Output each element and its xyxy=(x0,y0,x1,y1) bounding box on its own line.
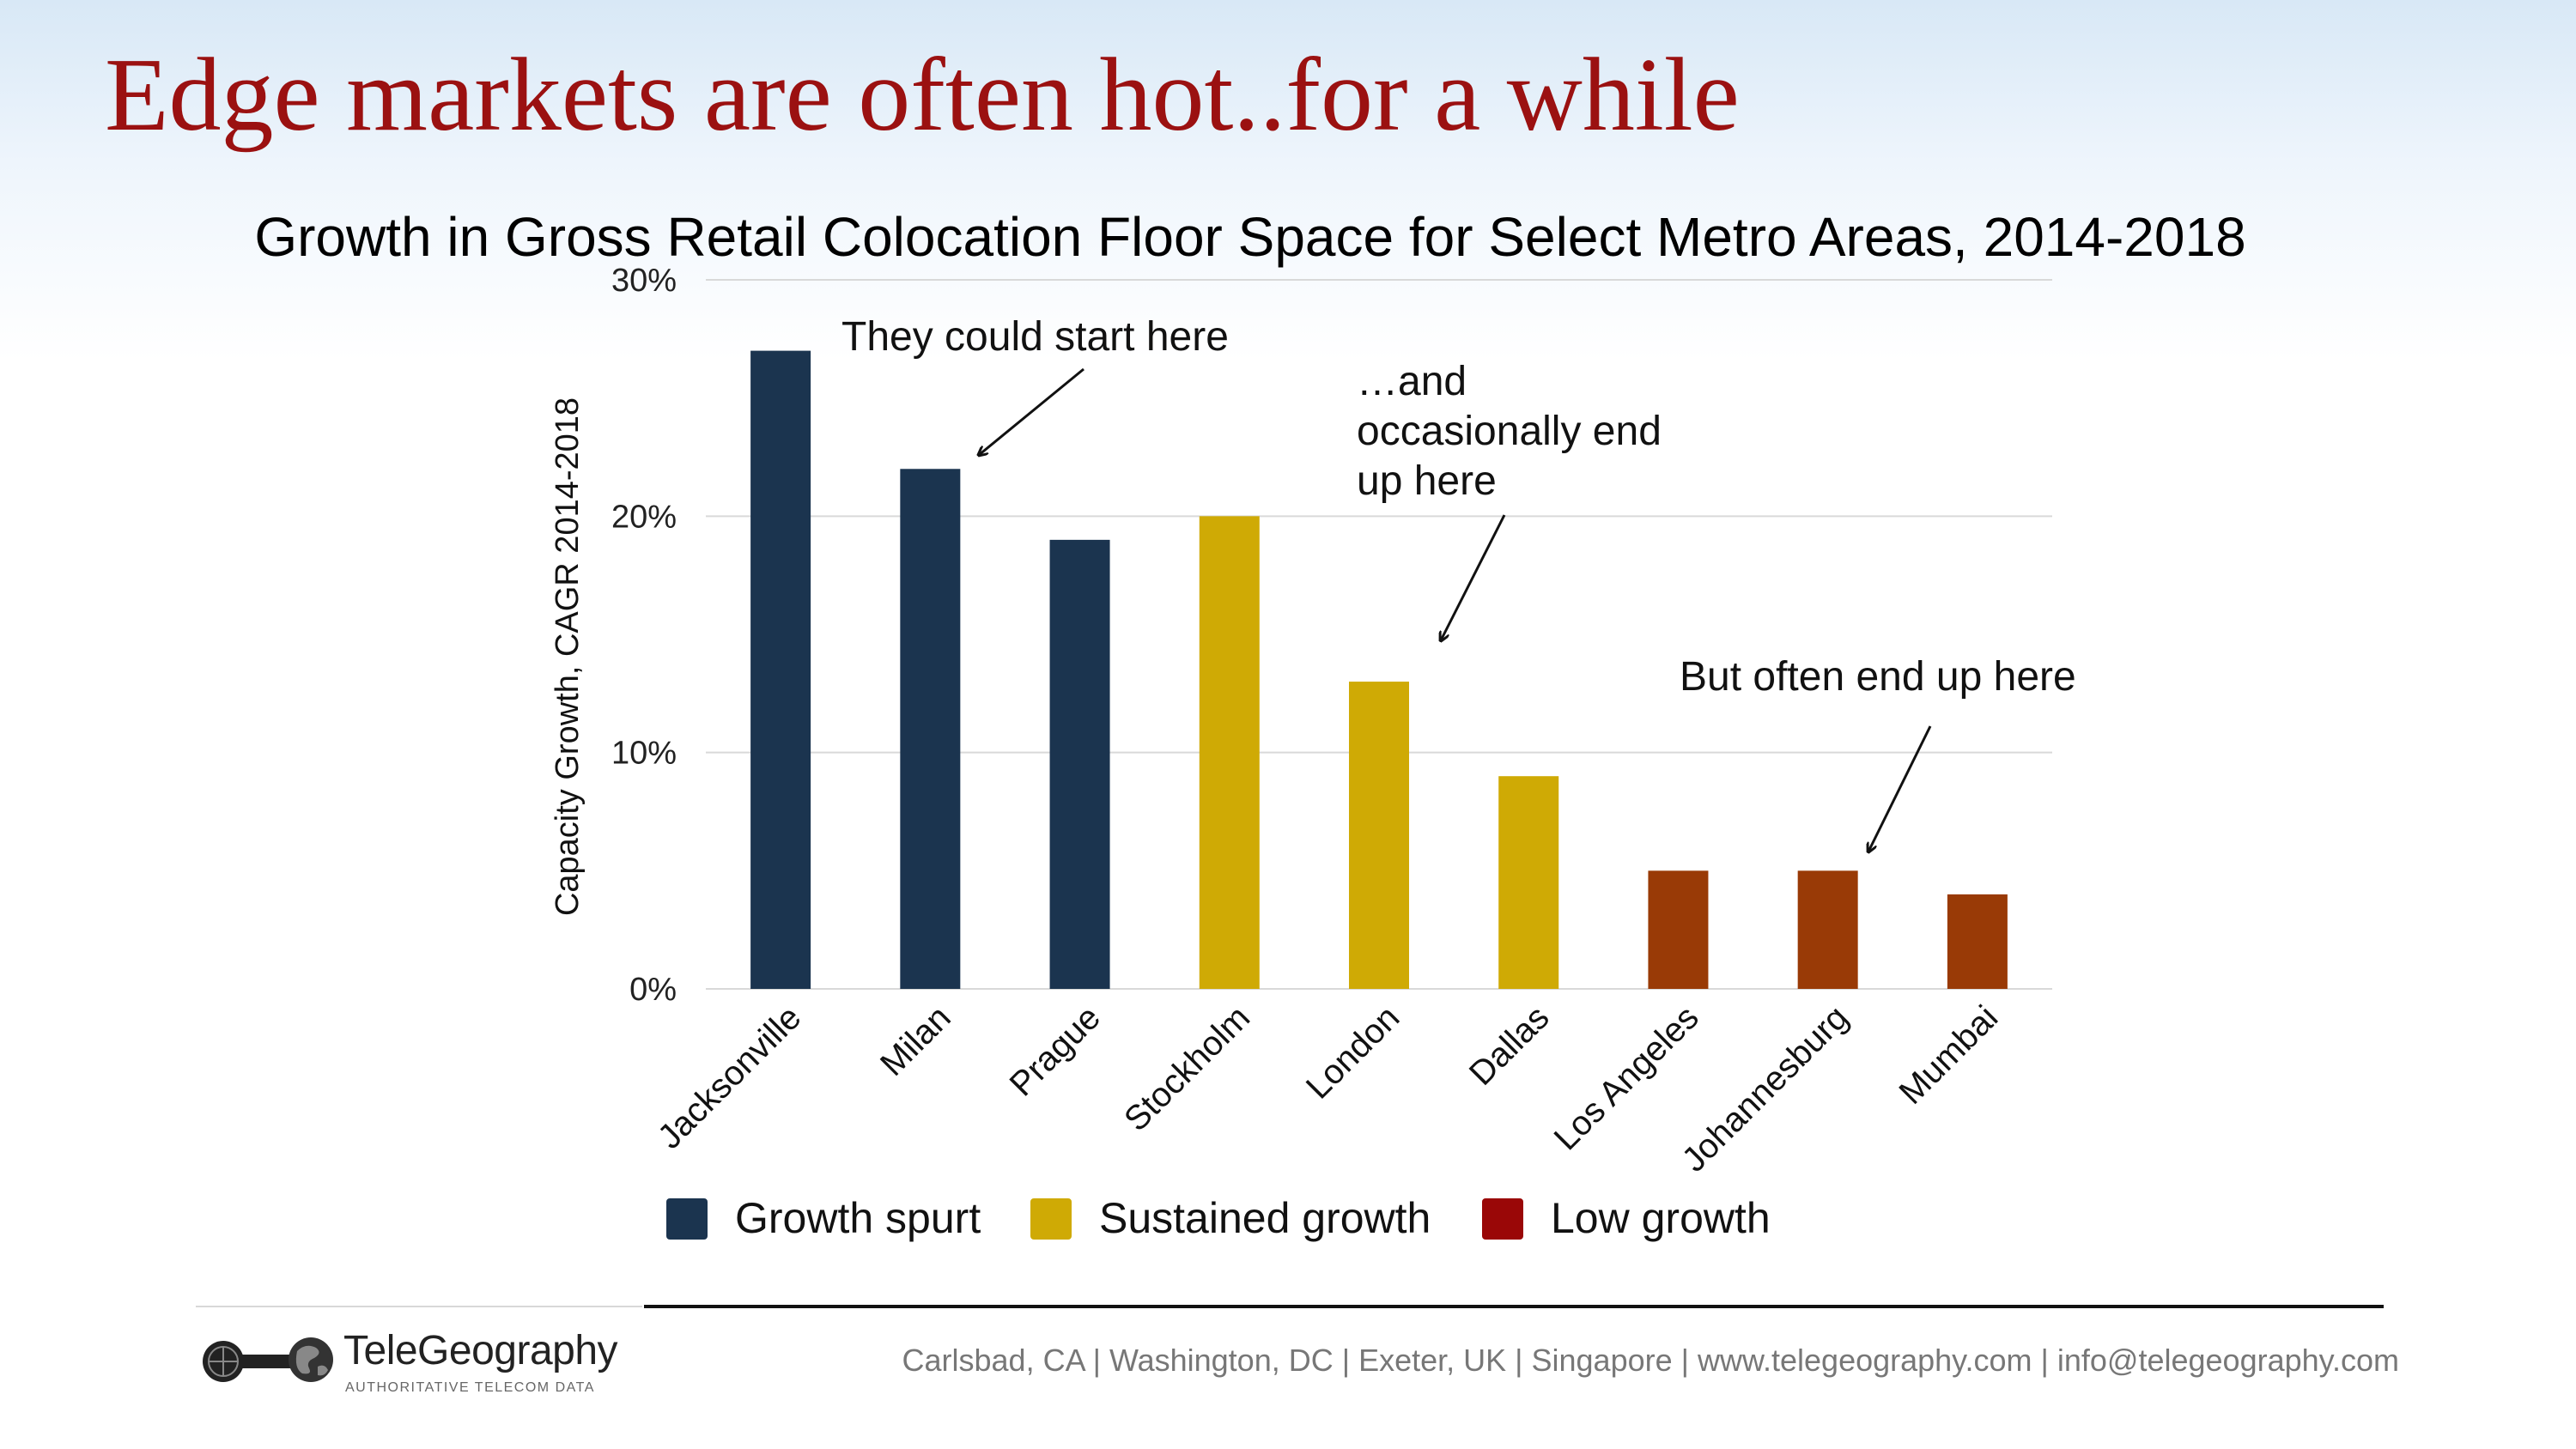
bar-los-angeles xyxy=(1648,870,1709,989)
footer-divider-left xyxy=(196,1306,642,1307)
legend-swatch xyxy=(1482,1198,1523,1240)
bar-prague xyxy=(1049,539,1110,989)
annotation-text: …and xyxy=(1357,359,1467,404)
bar-johannesburg xyxy=(1797,870,1858,989)
footer-divider xyxy=(644,1305,2384,1308)
bar-mumbai xyxy=(1947,894,2008,989)
logo-name: TeleGeography xyxy=(343,1328,618,1373)
legend-label: Sustained growth xyxy=(1099,1194,1431,1242)
bars xyxy=(750,350,2008,990)
telegeography-logo: TeleGeography AUTHORITATIVE TELECOM DATA xyxy=(201,1322,647,1408)
legend-label: Low growth xyxy=(1551,1194,1771,1242)
legend-label: Growth spurt xyxy=(735,1194,981,1242)
bar-london xyxy=(1349,682,1409,989)
y-tick-label: 10% xyxy=(611,736,677,772)
slide-title: Edge markets are often hot..for a while xyxy=(105,37,1740,153)
annotation-text: occasionally end xyxy=(1357,409,1662,454)
chart-title: Growth in Gross Retail Colocation Floor … xyxy=(254,206,2245,268)
y-axis-label: Capacity Growth, CAGR 2014-2018 xyxy=(550,397,586,916)
annotation-arrow xyxy=(1441,514,1506,640)
legend: Growth spurt Sustained growth Low growth xyxy=(666,1194,1771,1242)
x-tick-label: Milan xyxy=(873,998,958,1083)
footer-contact: Carlsbad, CA | Washington, DC | Exeter, … xyxy=(902,1343,2400,1378)
x-tick-label: Dallas xyxy=(1462,998,1557,1093)
annotation-text: They could start here xyxy=(841,314,1229,360)
globe-cable-icon xyxy=(203,1337,333,1382)
annotation-arrow xyxy=(1868,725,1932,852)
y-tick-label: 20% xyxy=(611,499,677,535)
x-tick-label: Mumbai xyxy=(1893,998,2006,1112)
annotation-arrow xyxy=(979,367,1084,455)
y-tick-label: 30% xyxy=(611,263,677,299)
legend-swatch xyxy=(1030,1198,1072,1240)
y-axis-ticks: 0% 10% 20% 30% xyxy=(611,263,677,1008)
x-tick-label: London xyxy=(1299,998,1407,1106)
x-tick-label: Stockholm xyxy=(1117,998,1257,1138)
bar-stockholm xyxy=(1199,516,1260,989)
y-tick-label: 0% xyxy=(629,972,677,1008)
annotations: They could start here …and occasionally en… xyxy=(841,314,2076,852)
x-tick-label: Los Angeles xyxy=(1547,998,1706,1157)
legend-swatch xyxy=(666,1198,708,1240)
header-background xyxy=(0,0,2576,361)
bar-milan xyxy=(900,469,961,989)
x-axis-labels: Jacksonville Milan Prague Stockholm London Da… xyxy=(651,998,2005,1179)
x-tick-label: Prague xyxy=(1003,998,1108,1103)
bar-jacksonville xyxy=(750,350,811,990)
logo-tagline: AUTHORITATIVE TELECOM DATA xyxy=(345,1380,595,1395)
annotation-text: up here xyxy=(1357,458,1497,504)
annotation-text: But often end up here xyxy=(1680,654,2076,700)
bar-dallas xyxy=(1498,776,1559,989)
x-tick-label: Jacksonville xyxy=(651,998,809,1156)
